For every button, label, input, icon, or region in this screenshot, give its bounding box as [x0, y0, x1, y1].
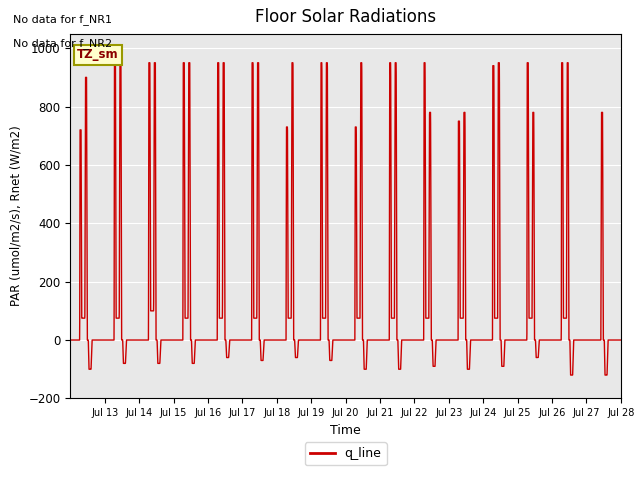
Text: No data for f_NR1: No data for f_NR1 [13, 14, 112, 25]
X-axis label: Time: Time [330, 424, 361, 437]
Y-axis label: PAR (umol/m2/s), Rnet (W/m2): PAR (umol/m2/s), Rnet (W/m2) [10, 126, 23, 306]
Text: TZ_sm: TZ_sm [77, 48, 119, 61]
Title: Floor Solar Radiations: Floor Solar Radiations [255, 9, 436, 26]
Legend: q_line: q_line [305, 442, 387, 465]
Text: No data for f_NR2: No data for f_NR2 [13, 38, 112, 49]
